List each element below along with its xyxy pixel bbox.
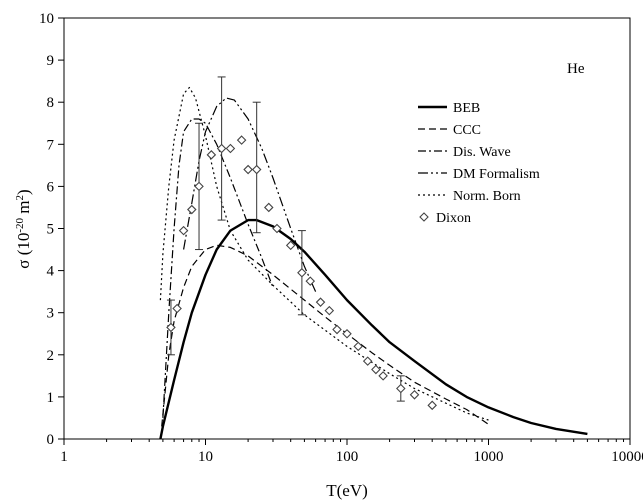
dixon-data-point <box>342 328 352 339</box>
y-tick-label: 3 <box>47 306 55 322</box>
y-axis-ticks: 0 1 2 3 4 5 6 7 8 9 10 <box>39 11 64 448</box>
dixon-data-point <box>332 324 342 335</box>
y-axis-title-close: ) <box>14 189 33 195</box>
legend-dixon-marker <box>419 212 429 222</box>
y-tick-label: 10 <box>39 11 54 27</box>
y-tick-label: 7 <box>47 137 55 153</box>
dixon-data-point <box>324 305 335 316</box>
dixon-data-point <box>251 164 262 175</box>
legend-beb-label: BEB <box>453 101 480 116</box>
y-axis-title-exponent: -20 <box>14 217 26 232</box>
x-tick-label: 10 <box>198 449 213 465</box>
legend: BEB CCC Dis. Wave DM Formalism Norm. Born Dix… <box>418 101 540 226</box>
dixon-data-point <box>353 341 363 352</box>
dixon-data-point <box>236 135 247 145</box>
legend-ccc-label: CCC <box>453 123 481 138</box>
dixon-data-point <box>272 223 282 234</box>
y-tick-label: 8 <box>47 95 55 111</box>
dixon-data-point <box>396 383 406 394</box>
y-axis-title-unit-exponent: 2 <box>14 195 26 201</box>
species-annotation: He <box>567 61 585 77</box>
dixon-data-point <box>305 276 316 286</box>
y-tick-label: 4 <box>47 264 55 280</box>
y-tick-label: 0 <box>47 432 55 448</box>
y-tick-label: 6 <box>47 179 55 195</box>
dixon-data-point <box>285 240 296 251</box>
x-tick-label: 1000 <box>474 449 504 465</box>
dixon-data-point <box>362 356 373 366</box>
dixon-data-point <box>263 202 274 213</box>
dixon-data-point <box>371 364 381 375</box>
series-beb-line <box>159 218 588 440</box>
dixon-data-point <box>409 390 420 400</box>
legend-dm-formalism-label: DM Formalism <box>453 167 540 182</box>
plot-area-frame <box>63 17 631 440</box>
dixon-data-point <box>172 303 182 314</box>
x-tick-label: 100 <box>336 449 359 465</box>
y-axis-title-main: σ (10 <box>14 233 33 269</box>
x-axis-title: T(eV) <box>326 481 368 500</box>
dixon-data-point <box>315 297 326 307</box>
y-axis-title-unit: m <box>14 200 33 217</box>
dixon-data-point <box>216 143 227 154</box>
dixon-data-point <box>194 181 204 192</box>
y-tick-label: 9 <box>47 53 55 69</box>
series-norm-born-line <box>159 86 489 421</box>
y-tick-label: 2 <box>47 348 55 364</box>
dixon-data-point <box>166 322 176 333</box>
dixon-data-point <box>243 164 253 175</box>
legend-dis-wave-label: Dis. Wave <box>453 145 511 160</box>
series-dm-formalism-line <box>183 97 317 292</box>
dixon-data-layer <box>166 76 437 411</box>
dixon-data-point <box>187 204 197 215</box>
series-layer <box>159 86 588 440</box>
series-ccc-line <box>161 244 489 427</box>
dixon-data-point <box>225 143 236 154</box>
dixon-data-point <box>206 150 217 160</box>
dixon-data-point <box>178 225 189 236</box>
series-dis-wave-line <box>162 118 274 418</box>
y-tick-label: 5 <box>47 222 55 238</box>
dixon-data-point <box>427 400 437 411</box>
dixon-data-point <box>378 371 388 381</box>
x-tick-label: 1 <box>60 449 68 465</box>
y-axis-title: σ (10-20 m2) <box>14 189 33 268</box>
legend-dixon-label: Dixon <box>436 211 471 226</box>
legend-norm-born-label: Norm. Born <box>453 189 521 204</box>
dixon-data-point <box>297 267 307 278</box>
y-tick-label: 1 <box>47 390 55 406</box>
